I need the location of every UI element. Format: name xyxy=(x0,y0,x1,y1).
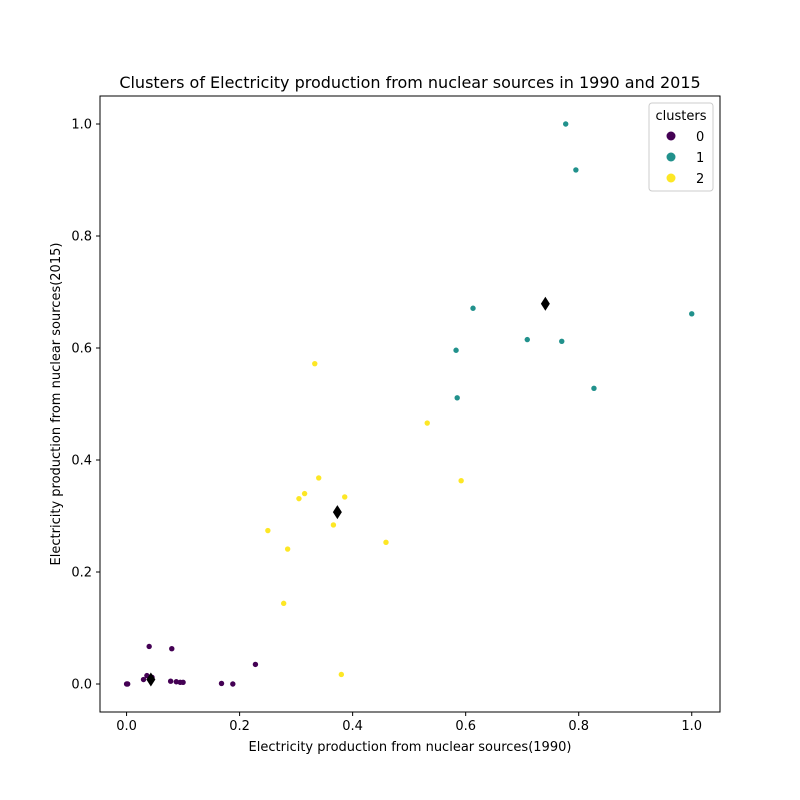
scatter-point-cluster-1 xyxy=(470,305,476,311)
x-tick-label: 0.4 xyxy=(342,719,363,734)
scatter-point-cluster-2 xyxy=(265,527,271,534)
legend-title: clusters xyxy=(656,109,707,124)
legend-frame xyxy=(648,102,714,192)
scatter-point-cluster-2 xyxy=(424,420,430,426)
y-tick-label: 0.6 xyxy=(71,342,92,357)
scatter-point-cluster-2 xyxy=(312,360,318,367)
scatter-point-cluster-2 xyxy=(296,495,302,502)
y-axis-ticks: 0.0 0.2 0.4 0.6 0.8 1.0 xyxy=(71,118,100,693)
scatter-point-cluster-2 xyxy=(301,490,308,497)
y-axis-label: Electricity production from nuclear sour… xyxy=(49,243,64,566)
scatter-point-cluster-0 xyxy=(167,678,174,684)
scatter-point-cluster-1 xyxy=(689,311,695,317)
scatter-point-cluster-1 xyxy=(591,385,597,392)
scatter-point-cluster-0 xyxy=(124,681,131,687)
scatter-point-cluster-2 xyxy=(458,478,464,484)
x-axis-label: Electricity production from nuclear sour… xyxy=(249,740,572,755)
scatter-point-cluster-1 xyxy=(563,121,569,127)
scatter-point-cluster-2 xyxy=(280,600,287,607)
scatter-point-cluster-0 xyxy=(169,646,175,652)
x-tick-label: 1.0 xyxy=(681,719,702,734)
scatter-point-cluster-2 xyxy=(316,475,322,481)
axes-frame xyxy=(99,95,721,713)
legend-label-0: 0 xyxy=(696,130,704,145)
y-tick-label: 0.8 xyxy=(71,230,92,245)
centroid-marker xyxy=(540,296,550,311)
scatter-point-cluster-2 xyxy=(383,539,389,546)
legend: clusters 0 1 2 xyxy=(648,102,714,192)
scatter-point-cluster-0 xyxy=(218,680,225,687)
legend-marker-1 xyxy=(666,152,676,162)
y-tick-label: 1.0 xyxy=(71,118,92,133)
legend-marker-0 xyxy=(666,131,676,141)
y-tick-label: 0.4 xyxy=(71,454,92,469)
scatter-point-cluster-2 xyxy=(330,522,337,528)
scatter-point-cluster-0 xyxy=(140,676,147,683)
legend-label-2: 2 xyxy=(696,172,704,187)
x-tick-label: 0.8 xyxy=(568,719,589,734)
scatter-point-cluster-2 xyxy=(342,494,348,500)
x-tick-label: 0.2 xyxy=(229,719,250,734)
centroid-marker xyxy=(146,672,156,687)
scatter-point-cluster-0 xyxy=(180,679,186,686)
scatter-point-cluster-1 xyxy=(559,338,565,344)
scatter-point-cluster-0 xyxy=(146,643,152,650)
x-axis-ticks: 0.0 0.2 0.4 0.6 0.8 1.0 xyxy=(116,712,702,734)
x-tick-label: 0.6 xyxy=(455,719,476,734)
legend-label-1: 1 xyxy=(696,151,704,166)
x-tick-label: 0.0 xyxy=(116,719,137,734)
y-tick-label: 0.0 xyxy=(71,678,92,693)
plot-area xyxy=(123,121,695,687)
scatter-point-cluster-0 xyxy=(252,661,259,668)
scatter-point-cluster-1 xyxy=(573,167,579,173)
y-tick-label: 0.2 xyxy=(71,566,92,581)
scatter-point-cluster-2 xyxy=(338,671,345,678)
scatter-point-cluster-1 xyxy=(453,347,459,353)
scatter-point-cluster-0 xyxy=(230,681,236,687)
scatter-point-cluster-1 xyxy=(454,395,460,401)
scatter-point-cluster-0 xyxy=(173,679,179,685)
scatter-point-cluster-1 xyxy=(524,336,530,343)
legend-entries: 0 1 2 xyxy=(666,130,704,187)
scatter-point-cluster-2 xyxy=(284,546,291,552)
chart-title: Clusters of Electricity production from … xyxy=(119,73,700,92)
legend-marker-2 xyxy=(666,173,676,183)
centroid-marker xyxy=(332,505,342,520)
